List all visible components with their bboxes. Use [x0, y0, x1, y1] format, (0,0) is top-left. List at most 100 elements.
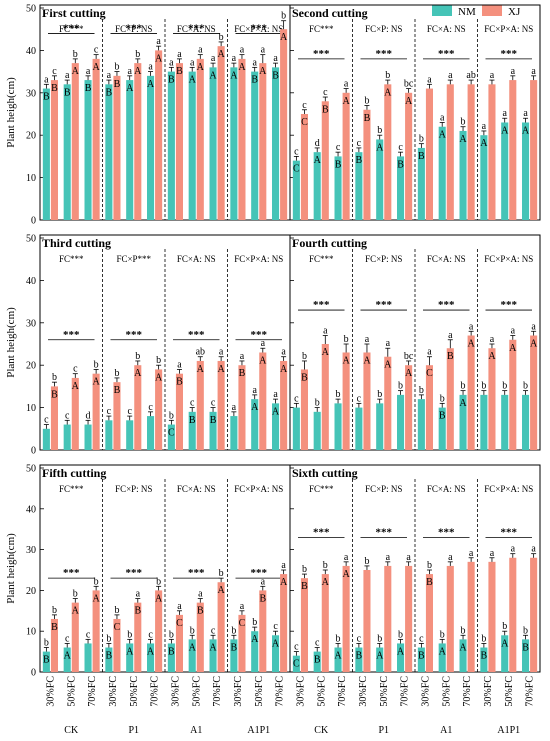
bar-nm [167, 424, 175, 450]
nm-cap-letter: A [64, 651, 72, 662]
nm-letter: b [440, 629, 445, 640]
bar-nm [334, 647, 342, 672]
panel-1: 0 10 20 30 40 50 Plant heigh(cm) First cutting F… [5, 4, 291, 227]
bar-xj [238, 614, 246, 672]
effect-label: FC×A: NS [177, 24, 216, 34]
xj-letter: a [406, 552, 411, 563]
xj-cap-letter: A [155, 53, 163, 64]
bar-nm [438, 643, 446, 672]
xj-letter: a [261, 576, 266, 587]
bar-xj [113, 382, 121, 450]
xj-letter: b [94, 359, 99, 370]
bar-xj [405, 92, 413, 220]
significance-stars: *** [188, 329, 205, 341]
xj-letter: b [73, 49, 78, 60]
xj-cap-letter: B [447, 351, 454, 362]
nm-cap-letter: A [251, 634, 259, 645]
nm-letter: b [169, 410, 174, 421]
bar-xj [280, 29, 288, 221]
bar-nm [334, 403, 342, 450]
nm-cap-letter: A [126, 83, 134, 94]
xj-cap-letter: B [176, 377, 183, 388]
panel-title: Fifth cutting [42, 466, 106, 480]
bar-nm [459, 130, 467, 220]
effect-label: FC×A: NS [177, 254, 216, 264]
nm-cap-letter: B [43, 655, 50, 666]
bar-xj [300, 114, 308, 220]
bar-nm [42, 651, 50, 672]
xj-letter: a [490, 548, 495, 559]
nm-letter: d [86, 410, 91, 421]
legend-swatch-nm [432, 5, 452, 16]
group-label: A1P1 [247, 725, 270, 736]
nm-cap-letter: A [459, 398, 467, 409]
xj-letter: a [323, 326, 328, 337]
bar-xj [405, 365, 413, 450]
bar-xj [446, 565, 454, 672]
bar-nm [376, 647, 384, 672]
nm-cap-letter: B [397, 159, 404, 170]
xj-letter: c [323, 87, 328, 98]
xj-cap-letter: A [197, 364, 205, 375]
significance-stars: *** [313, 48, 330, 60]
bar-xj [71, 63, 79, 221]
xj-cap-letter: A [384, 87, 392, 98]
bar-xj [113, 618, 121, 672]
legend-swatch-xj [482, 5, 502, 16]
panel-5: 0 10 20 30 40 50 Plant heigh(cm) Fifth cutting F… [5, 464, 291, 736]
bar-nm [480, 135, 488, 220]
xj-letter: b [114, 605, 119, 616]
xj-letter: a [386, 552, 391, 563]
nm-cap-letter: A [126, 646, 134, 657]
nm-cap-letter: B [439, 411, 446, 422]
bar-xj [321, 574, 329, 672]
xj-cap-letter: A [322, 577, 330, 588]
effect-label: FC×P×A: NS [484, 24, 533, 34]
bar-nm [63, 647, 71, 672]
nm-letter: b [523, 625, 528, 636]
x-tick-label: 30%FC [233, 676, 244, 707]
bar-nm [376, 139, 384, 220]
panel-2: Second cuttingFC******cCcCdAcBcBaAFC×P: … [289, 4, 541, 221]
y-tick-label: 20 [26, 131, 36, 142]
nm-cap-letter: A [459, 134, 467, 145]
bar-nm [188, 411, 196, 450]
xj-letter: b [156, 355, 161, 366]
bar-nm [126, 643, 134, 672]
y-tick-label: 10 [26, 627, 36, 638]
xj-letter: b [114, 62, 119, 73]
bar-xj [384, 356, 392, 450]
nm-letter: b [231, 625, 236, 636]
nm-letter: a [148, 62, 153, 73]
y-tick-label: 0 [31, 216, 36, 227]
xj-cap-letter: A [280, 32, 288, 43]
xj-letter: b [114, 368, 119, 379]
nm-letter: c [357, 393, 362, 404]
effect-label: FC×P: NS [115, 484, 152, 494]
bar-xj [50, 80, 58, 220]
bar-xj [196, 360, 204, 450]
nm-letter: c [398, 142, 403, 153]
effect-label: FC×P: NS [365, 24, 402, 34]
xj-cap-letter: A [218, 364, 226, 375]
x-tick-label: 30%FC [170, 676, 181, 707]
bar-nm [355, 152, 363, 220]
significance-stars: *** [376, 299, 393, 311]
bar-nm [417, 647, 425, 672]
xj-letter: bc [404, 79, 414, 90]
group-label: A1 [190, 725, 202, 736]
xj-letter: a [156, 36, 161, 47]
effect-label: FC×A: NS [427, 484, 466, 494]
bar-nm [63, 84, 71, 220]
effect-label: FC×A: NS [427, 24, 466, 34]
xj-cap-letter: B [301, 581, 308, 592]
xj-cap-letter: B [114, 79, 121, 90]
bar-xj [92, 373, 100, 450]
nm-letter: a [440, 112, 445, 123]
xj-cap-letter: A [405, 96, 413, 107]
nm-cap-letter: A [230, 70, 238, 81]
x-tick-label: 30%FC [483, 676, 494, 707]
nm-letter: c [294, 642, 299, 653]
xj-letter: a [490, 70, 495, 81]
bar-xj [425, 365, 433, 450]
